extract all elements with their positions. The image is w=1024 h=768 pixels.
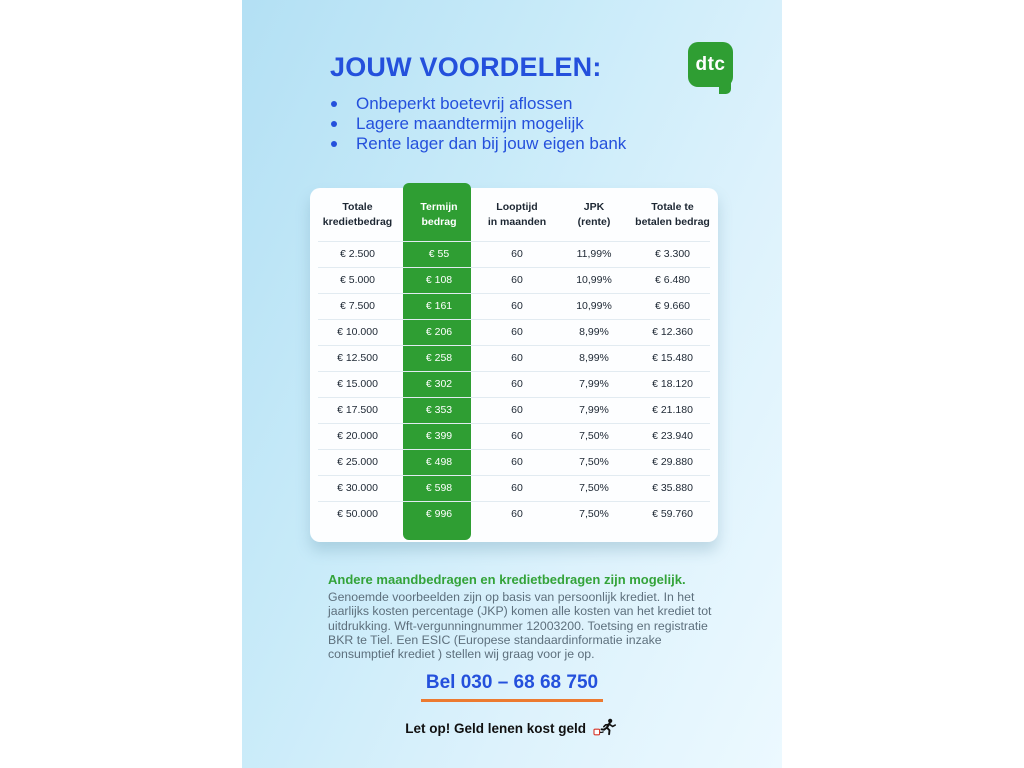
table-row: € 17.500 € 353 60 7,99% € 21.180 <box>310 397 718 423</box>
table-row: € 10.000 € 206 60 8,99% € 12.360 <box>310 319 718 345</box>
benefit-item: Onbeperkt boetevrij aflossen <box>328 94 626 114</box>
table-cell: € 20.000 <box>337 430 378 442</box>
table-row: € 20.000 € 399 60 7,50% € 23.940 <box>310 423 718 449</box>
table-cell: € 996 <box>425 508 453 520</box>
column-header-termijnbedrag: Termijn bedrag <box>420 201 458 228</box>
table-header-row: Totale kredietbedrag Termijn bedrag Loopti… <box>310 188 718 241</box>
table-cell: € 9.660 <box>654 300 691 312</box>
table-cell: € 25.000 <box>337 456 378 468</box>
table-cell: € 2.500 <box>339 248 376 260</box>
termijn-highlight-column <box>403 183 471 540</box>
table-cell: 60 <box>511 378 523 390</box>
table-row: € 25.000 € 498 60 7,50% € 29.880 <box>310 449 718 475</box>
loan-rates-table: Totale kredietbedrag Termijn bedrag Loopti… <box>310 183 718 542</box>
table-cell: 8,99% <box>579 326 609 338</box>
table-cell: 60 <box>511 300 523 312</box>
table-cell: € 18.120 <box>652 378 693 390</box>
runner-euro-weight-icon <box>593 718 616 736</box>
column-header-totaal-betalen: Totale te betalen bedrag <box>635 201 710 228</box>
table-cell: € 258 <box>425 352 453 364</box>
table-cell: € 598 <box>425 482 453 494</box>
table-cell: 60 <box>511 508 523 520</box>
table-cell: 60 <box>511 274 523 286</box>
table-row: € 5.000 € 108 60 10,99% € 6.480 <box>310 267 718 293</box>
table-cell: € 108 <box>425 274 453 286</box>
table-cell: 8,99% <box>579 352 609 364</box>
table-cell: € 5.000 <box>339 274 376 286</box>
table-cell: € 59.760 <box>652 508 693 520</box>
table-cell: € 15.480 <box>652 352 693 364</box>
table-cell: € 302 <box>425 378 453 390</box>
table-cell: € 3.300 <box>654 248 691 260</box>
table-cell: 7,99% <box>579 404 609 416</box>
phone-link[interactable]: Bel 030 – 68 68 750 <box>420 672 604 702</box>
table-cell: € 498 <box>425 456 453 468</box>
table-cell: € 17.500 <box>337 404 378 416</box>
table-cell: € 12.500 <box>337 352 378 364</box>
table-cell: € 30.000 <box>337 482 378 494</box>
page-title: JOUW VOORDELEN: <box>330 52 602 82</box>
table-cell: 7,99% <box>579 378 609 390</box>
table-row: € 50.000 € 996 60 7,50% € 59.760 <box>310 501 718 527</box>
table-cell: 7,50% <box>579 482 609 494</box>
table-cell: € 6.480 <box>654 274 691 286</box>
table-cell: € 23.940 <box>652 430 693 442</box>
table-cell: € 399 <box>425 430 453 442</box>
table-cell: € 12.360 <box>652 326 693 338</box>
table-row: € 7.500 € 161 60 10,99% € 9.660 <box>310 293 718 319</box>
dtc-logo: dtc <box>688 42 733 94</box>
table-cell: 7,50% <box>579 508 609 520</box>
table-cell: € 50.000 <box>337 508 378 520</box>
table-cell: € 7.500 <box>339 300 376 312</box>
notes-heading: Andere maandbedragen en kredietbedragen … <box>328 572 686 587</box>
table-cell: 7,50% <box>579 456 609 468</box>
notes-body: Genoemde voorbeelden zijn op basis van p… <box>328 590 712 662</box>
table-cell: € 29.880 <box>652 456 693 468</box>
table-cell: 60 <box>511 248 523 260</box>
table-cell: 10,99% <box>576 274 612 286</box>
table-cell: 60 <box>511 352 523 364</box>
table-cell: 10,99% <box>576 300 612 312</box>
credit-warning-text: Let op! Geld lenen kost geld <box>405 721 586 736</box>
flyer-panel: JOUW VOORDELEN: dtc Onbeperkt boetevrij … <box>242 0 782 768</box>
table-cell: € 35.880 <box>652 482 693 494</box>
table-cell: € 206 <box>425 326 453 338</box>
table-cell: 7,50% <box>579 430 609 442</box>
table-body: € 2.500 € 55 60 11,99% € 3.300 € 5.000 € 108 60… <box>310 241 718 527</box>
table-cell: 60 <box>511 482 523 494</box>
column-header-jkp: JPK (rente) <box>577 201 611 228</box>
column-header-looptijd: Looptijd in maanden <box>487 201 547 228</box>
dtc-logo-text: dtc <box>695 54 726 75</box>
table-row: € 2.500 € 55 60 11,99% € 3.300 <box>310 241 718 267</box>
table-cell: € 10.000 <box>337 326 378 338</box>
table-cell: 60 <box>511 326 523 338</box>
table-cell: € 55 <box>428 248 450 260</box>
table-row: € 30.000 € 598 60 7,50% € 35.880 <box>310 475 718 501</box>
benefit-item: Lagere maandtermijn mogelijk <box>328 114 626 134</box>
benefit-item: Rente lager dan bij jouw eigen bank <box>328 134 626 154</box>
table-row: € 12.500 € 258 60 8,99% € 15.480 <box>310 345 718 371</box>
phone-row: Bel 030 – 68 68 750 <box>242 672 782 702</box>
table-cell: € 353 <box>425 404 453 416</box>
table-cell: 11,99% <box>576 248 612 260</box>
table-cell: 60 <box>511 404 523 416</box>
column-header-kredietbedrag: Totale kredietbedrag <box>322 201 393 228</box>
table-cell: € 161 <box>425 300 453 312</box>
credit-warning: Let op! Geld lenen kost geld <box>242 718 782 736</box>
table-row: € 15.000 € 302 60 7,99% € 18.120 <box>310 371 718 397</box>
table-cell: € 21.180 <box>652 404 693 416</box>
table-cell: 60 <box>511 456 523 468</box>
table-cell: 60 <box>511 430 523 442</box>
table-cell: € 15.000 <box>337 378 378 390</box>
benefits-list: Onbeperkt boetevrij aflossen Lagere maand… <box>328 94 626 154</box>
